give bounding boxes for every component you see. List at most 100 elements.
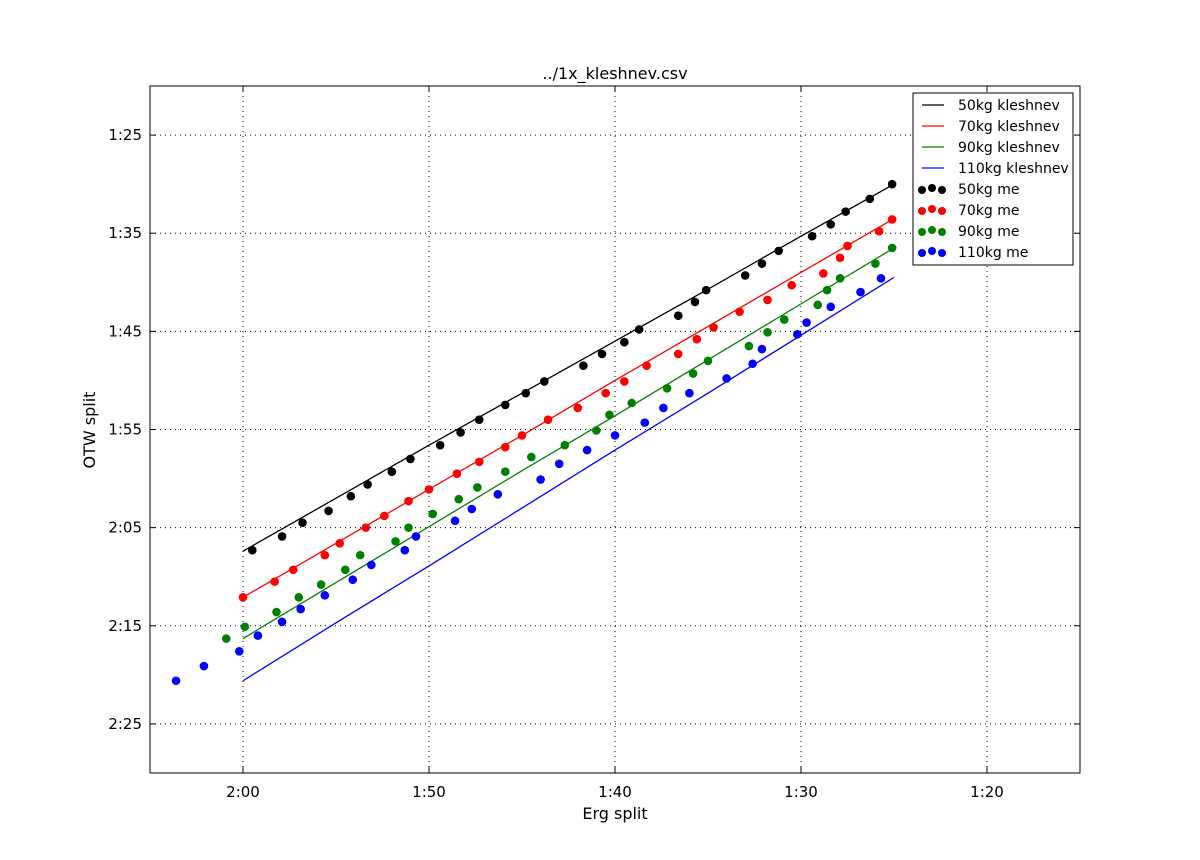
data-point-110kg-me bbox=[536, 475, 545, 484]
data-point-110kg-me bbox=[467, 504, 477, 514]
legend-swatch-70kg-me bbox=[928, 205, 936, 213]
series-line-70kg-kleshnev bbox=[242, 217, 895, 598]
data-point-70kg-me bbox=[517, 431, 527, 440]
data-point-90kg-me bbox=[294, 593, 304, 602]
data-point-70kg-me bbox=[819, 269, 828, 278]
data-point-70kg-me bbox=[238, 593, 248, 602]
legend-swatch-90kg-me bbox=[938, 228, 946, 236]
data-point-110kg-me bbox=[348, 575, 358, 584]
data-point-90kg-me bbox=[763, 328, 772, 337]
data-point-50kg-me bbox=[634, 325, 644, 334]
data-point-50kg-me bbox=[701, 285, 711, 295]
data-point-90kg-me bbox=[688, 369, 698, 378]
data-point-110kg-me bbox=[554, 459, 564, 469]
data-point-90kg-me bbox=[454, 494, 464, 504]
series-line-110kg-kleshnev bbox=[242, 276, 895, 682]
data-point-50kg-me bbox=[774, 246, 783, 256]
data-point-90kg-me bbox=[428, 509, 438, 519]
y-tick-label: 1:25 bbox=[108, 126, 142, 144]
data-point-50kg-me bbox=[248, 545, 257, 555]
data-point-110kg-me bbox=[610, 431, 620, 440]
legend-label-90kg-kleshnev: 90kg kleshnev bbox=[958, 140, 1060, 156]
data-point-50kg-me bbox=[540, 377, 549, 386]
data-point-50kg-me bbox=[324, 506, 333, 516]
y-tick-label: 1:55 bbox=[108, 421, 142, 439]
data-point-90kg-me bbox=[779, 315, 789, 324]
x-tick-label: 1:40 bbox=[598, 783, 632, 801]
data-point-110kg-me bbox=[640, 418, 650, 427]
data-point-110kg-me bbox=[171, 676, 181, 686]
legend-label-110kg-kleshnev: 110kg kleshnev bbox=[958, 161, 1069, 177]
data-point-70kg-me bbox=[424, 485, 434, 494]
data-point-110kg-me bbox=[802, 318, 811, 327]
data-point-90kg-me bbox=[560, 440, 570, 450]
data-point-50kg-me bbox=[387, 467, 397, 477]
data-point-90kg-me bbox=[627, 398, 637, 408]
data-point-70kg-me bbox=[835, 253, 845, 263]
legend-swatch-110kg-me bbox=[938, 249, 946, 257]
data-point-90kg-me bbox=[316, 580, 326, 589]
data-point-70kg-me bbox=[270, 577, 279, 586]
legend-label-110kg-me: 110kg me bbox=[958, 245, 1028, 261]
ticks: 2:00 1:50 1:40 1:30 1:20 1:25 1:35 1:45 1:55 2:05… bbox=[108, 86, 1080, 801]
legend-swatch-90kg-me bbox=[918, 228, 926, 236]
data-point-110kg-me bbox=[757, 344, 767, 354]
data-point-90kg-me bbox=[813, 300, 823, 310]
data-point-90kg-me bbox=[240, 622, 250, 632]
data-point-70kg-me bbox=[735, 307, 744, 317]
data-point-90kg-me bbox=[592, 426, 601, 435]
data-point-90kg-me bbox=[835, 274, 845, 283]
data-point-110kg-me bbox=[582, 445, 592, 455]
data-point-90kg-me bbox=[703, 356, 713, 366]
x-axis-label: Erg split bbox=[582, 804, 647, 823]
data-point-70kg-me bbox=[620, 377, 629, 386]
data-point-70kg-me bbox=[320, 550, 330, 560]
data-point-70kg-me bbox=[288, 565, 298, 575]
data-point-90kg-me bbox=[887, 243, 897, 253]
plot-area bbox=[171, 179, 897, 686]
data-point-50kg-me bbox=[500, 400, 510, 410]
legend-label-90kg-me: 90kg me bbox=[958, 224, 1020, 240]
data-point-110kg-me bbox=[722, 374, 731, 383]
data-point-90kg-me bbox=[527, 452, 536, 462]
data-point-70kg-me bbox=[763, 295, 772, 305]
data-point-90kg-me bbox=[391, 537, 400, 546]
data-point-110kg-me bbox=[856, 287, 865, 297]
legend-swatch-50kg-me bbox=[918, 186, 926, 194]
data-point-110kg-me bbox=[826, 302, 836, 312]
legend-swatch-70kg-me bbox=[918, 207, 926, 215]
data-point-50kg-me bbox=[841, 207, 850, 216]
data-point-70kg-me bbox=[843, 241, 852, 251]
data-point-70kg-me bbox=[361, 523, 371, 532]
data-point-110kg-me bbox=[411, 532, 421, 541]
data-point-50kg-me bbox=[887, 179, 897, 189]
legend-label-50kg-kleshnev: 50kg kleshnev bbox=[958, 98, 1060, 114]
data-point-70kg-me bbox=[404, 496, 413, 506]
y-tick-label: 2:25 bbox=[108, 715, 142, 733]
data-point-70kg-me bbox=[709, 323, 718, 332]
y-tick-label: 1:35 bbox=[108, 224, 142, 242]
data-point-70kg-me bbox=[787, 280, 796, 290]
data-point-90kg-me bbox=[822, 285, 832, 295]
data-point-50kg-me bbox=[807, 231, 817, 241]
legend-label-70kg-me: 70kg me bbox=[958, 203, 1020, 219]
data-point-90kg-me bbox=[341, 565, 350, 575]
legend-box bbox=[912, 92, 1074, 266]
legend-label-70kg-kleshnev: 70kg kleshnev bbox=[958, 119, 1060, 135]
data-point-70kg-me bbox=[874, 226, 884, 236]
data-point-110kg-me bbox=[659, 403, 668, 413]
data-point-110kg-me bbox=[400, 545, 410, 555]
data-point-70kg-me bbox=[474, 457, 484, 467]
data-point-110kg-me bbox=[450, 516, 460, 526]
legend-swatch-110kg-me bbox=[918, 249, 926, 257]
data-point-50kg-me bbox=[435, 440, 445, 450]
data-point-50kg-me bbox=[690, 297, 700, 307]
data-point-50kg-me bbox=[363, 480, 372, 489]
chart-title: ../1x_kleshnev.csv bbox=[542, 64, 687, 84]
data-point-110kg-me bbox=[320, 591, 330, 600]
data-point-70kg-me bbox=[601, 388, 610, 398]
data-point-110kg-me bbox=[748, 359, 757, 369]
series-line-50kg-kleshnev bbox=[242, 183, 895, 552]
data-point-50kg-me bbox=[757, 259, 767, 268]
